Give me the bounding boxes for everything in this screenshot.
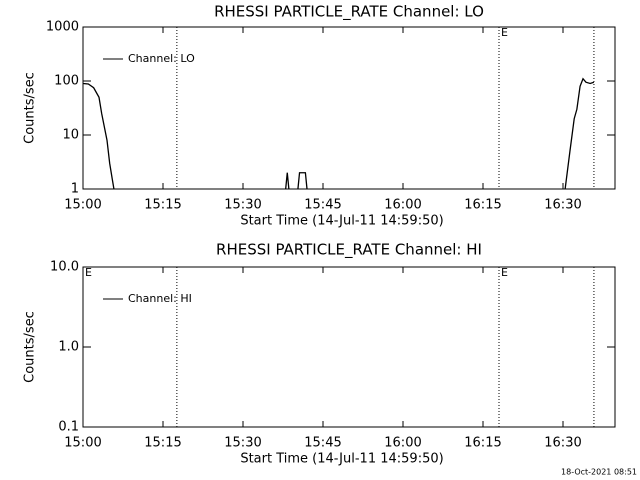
x-tick-label: 16:15 <box>464 198 501 213</box>
y-tick-label: 100 <box>54 74 79 89</box>
footer: 18-Oct-2021 08:51 <box>561 468 637 477</box>
chart-title: RHESSI PARTICLE_RATE Channel: HI <box>216 241 482 260</box>
x-axis-label: Start Time (14-Jul-11 14:59:50) <box>240 452 443 467</box>
x-tick-label: 16:15 <box>464 436 501 451</box>
legend-label: Channel: HI <box>128 292 192 305</box>
legend-label: Channel: LO <box>128 52 195 65</box>
y-axis-label: Counts/sec <box>23 72 38 144</box>
x-tick-label: 16:30 <box>544 198 581 213</box>
x-tick-label: 15:30 <box>224 198 261 213</box>
x-tick-label: 15:15 <box>144 198 181 213</box>
x-tick-label: 16:00 <box>384 198 421 213</box>
x-tick-label: 16:00 <box>384 436 421 451</box>
x-tick-label: 15:00 <box>64 436 101 451</box>
x-tick-label: 16:30 <box>544 436 581 451</box>
data-line <box>82 77 595 190</box>
y-tick-label: 10 <box>62 128 79 143</box>
x-tick-label: 15:15 <box>144 436 181 451</box>
x-tick-label: 15:45 <box>304 198 341 213</box>
y-tick-label: 10.0 <box>50 260 79 275</box>
annotation: E <box>501 266 508 279</box>
x-axis-label: Start Time (14-Jul-11 14:59:50) <box>240 214 443 229</box>
x-tick-label: 15:30 <box>224 436 261 451</box>
plot-frame <box>82 26 616 190</box>
y-axis-label: Counts/sec <box>23 311 38 383</box>
y-tick-label: 1 <box>71 182 79 197</box>
x-tick-label: 15:45 <box>304 436 341 451</box>
y-tick-label: 1.0 <box>58 340 79 355</box>
y-tick-label: 1000 <box>46 20 79 35</box>
x-tick-label: 15:00 <box>64 198 101 213</box>
chart-title: RHESSI PARTICLE_RATE Channel: LO <box>214 3 484 22</box>
annotation: E <box>85 266 92 279</box>
y-tick-label: 0.1 <box>58 420 79 435</box>
annotation: E <box>501 26 508 39</box>
